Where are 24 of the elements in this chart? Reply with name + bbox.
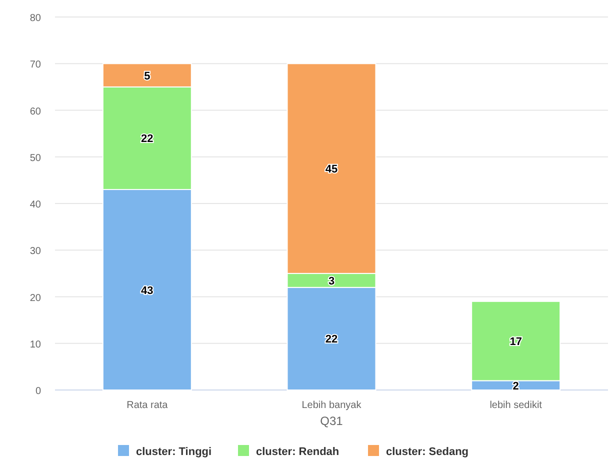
x-tick-label: lebih sedikit [490, 400, 542, 411]
y-tick-label: 80 [30, 13, 42, 24]
data-label: 43 [141, 284, 154, 297]
y-tick-label: 40 [30, 200, 42, 210]
data-label: 2 [512, 380, 519, 392]
legend-label: cluster: Tinggi [136, 446, 212, 458]
legend-label: cluster: Rendah [256, 446, 340, 458]
y-tick-label: 50 [30, 152, 42, 164]
y-tick-label: 70 [30, 60, 42, 71]
legend-label: cluster: Sedang [386, 446, 469, 458]
y-tick-label: 0 [35, 386, 42, 397]
data-label: 22 [325, 334, 338, 346]
data-label: 45 [325, 164, 338, 176]
data-label: 3 [328, 275, 335, 288]
y-tick-label: 30 [30, 246, 42, 258]
data-label: 5 [144, 70, 150, 82]
x-tick-label: Rata rata [126, 400, 168, 411]
x-tick-label: Lebih banyak [302, 400, 362, 411]
x-axis-title: Q31 [320, 414, 344, 428]
y-tick-label: 20 [30, 292, 42, 304]
y-tick-label: 10 [30, 339, 42, 350]
data-label: 17 [510, 336, 522, 348]
data-label: 22 [141, 133, 154, 146]
y-tick-label: 60 [30, 106, 42, 118]
